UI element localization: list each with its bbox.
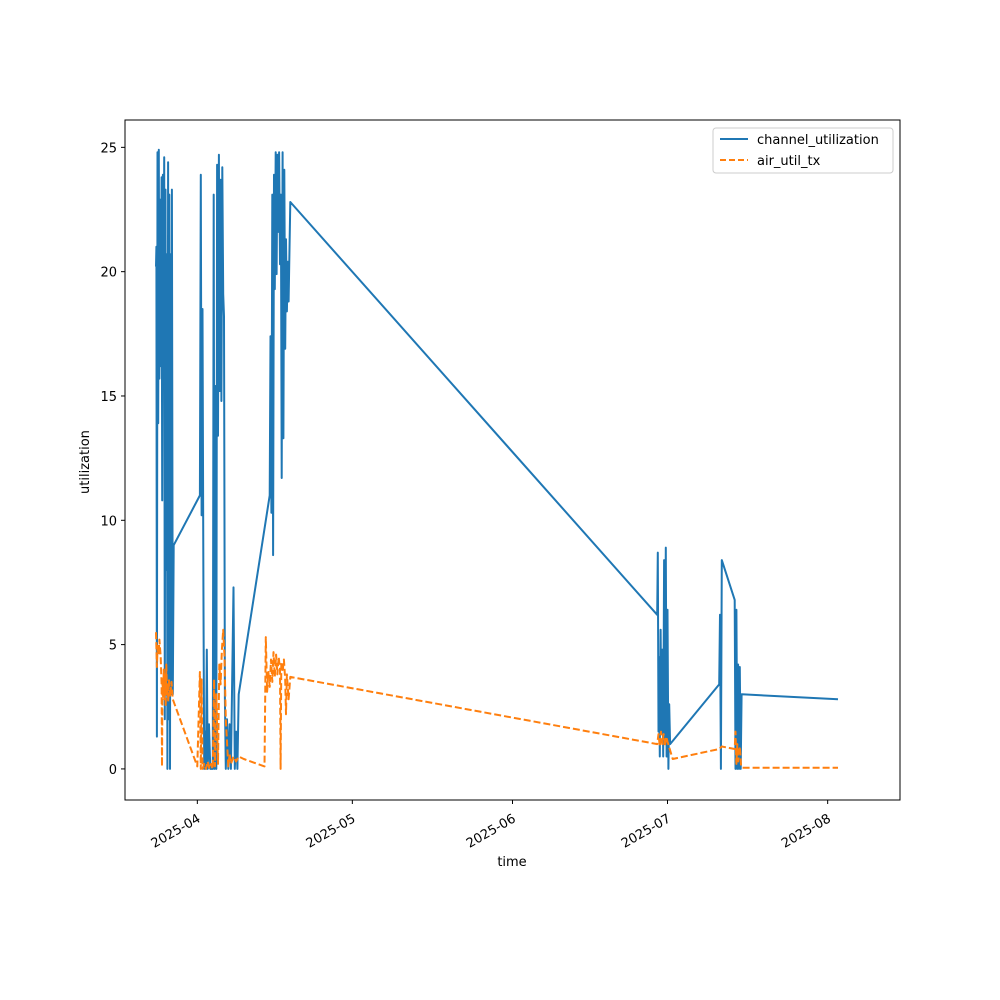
legend-label-channel-utilization: channel_utilization — [757, 133, 879, 148]
legend-label-air-util-tx: air_util_tx — [757, 154, 821, 169]
x-tick-label: 2025-08 — [779, 811, 834, 851]
y-tick-label: 0 — [109, 763, 117, 778]
x-axis: 2025-04 2025-05 2025-06 2025-07 2025-08 — [149, 800, 834, 852]
legend-box — [712, 127, 894, 174]
plot-area — [125, 120, 900, 800]
y-axis-label: utilization — [78, 430, 93, 494]
series-line-channel-utilization — [155, 148, 839, 770]
x-tick-label: 2025-05 — [304, 811, 359, 851]
plot-frame — [124, 119, 901, 801]
y-tick-label: 20 — [100, 266, 117, 281]
y-tick-label: 5 — [109, 639, 117, 654]
y-tick-label: 15 — [100, 390, 117, 405]
y-tick-label: 25 — [100, 141, 117, 156]
y-axis: 0 5 10 15 20 25 — [100, 141, 125, 778]
x-tick-label: 2025-07 — [619, 811, 674, 851]
x-tick-label: 2025-04 — [149, 811, 204, 851]
legend: channel_utilization air_util_tx — [712, 127, 894, 174]
x-axis-label: time — [497, 855, 526, 870]
x-tick-label: 2025-06 — [464, 811, 519, 851]
series-layer — [155, 148, 839, 770]
series-line-air-util-tx — [155, 628, 838, 770]
y-tick-label: 10 — [100, 514, 117, 529]
